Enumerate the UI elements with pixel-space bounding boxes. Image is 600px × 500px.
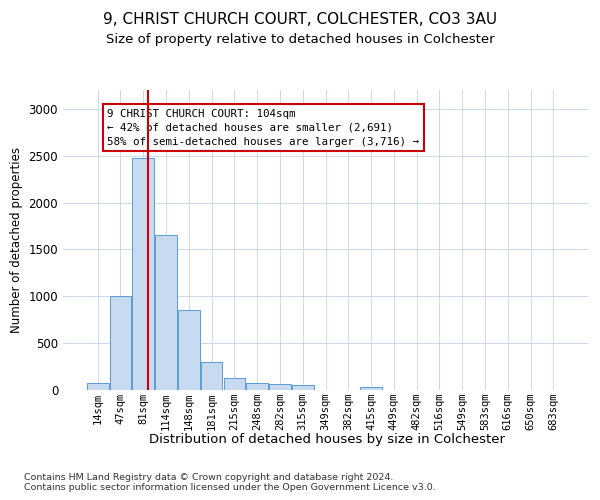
Y-axis label: Number of detached properties: Number of detached properties <box>10 147 23 333</box>
Bar <box>224 378 245 390</box>
Text: Size of property relative to detached houses in Colchester: Size of property relative to detached ho… <box>106 32 494 46</box>
Bar <box>133 158 154 390</box>
Bar <box>292 386 314 390</box>
Text: Contains public sector information licensed under the Open Government Licence v3: Contains public sector information licen… <box>24 484 436 492</box>
Bar <box>178 310 200 390</box>
Text: 9 CHRIST CHURCH COURT: 104sqm
← 42% of detached houses are smaller (2,691)
58% o: 9 CHRIST CHURCH COURT: 104sqm ← 42% of d… <box>107 109 419 147</box>
Text: Distribution of detached houses by size in Colchester: Distribution of detached houses by size … <box>149 432 505 446</box>
Bar <box>155 236 177 390</box>
Bar <box>247 383 268 390</box>
Text: 9, CHRIST CHURCH COURT, COLCHESTER, CO3 3AU: 9, CHRIST CHURCH COURT, COLCHESTER, CO3 … <box>103 12 497 28</box>
Bar <box>110 296 131 390</box>
Bar <box>87 383 109 390</box>
Text: Contains HM Land Registry data © Crown copyright and database right 2024.: Contains HM Land Registry data © Crown c… <box>24 472 394 482</box>
Bar <box>201 362 223 390</box>
Bar <box>269 384 291 390</box>
Bar <box>360 386 382 390</box>
